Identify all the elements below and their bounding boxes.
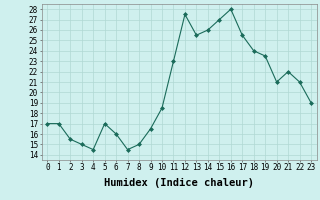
X-axis label: Humidex (Indice chaleur): Humidex (Indice chaleur) bbox=[104, 178, 254, 188]
